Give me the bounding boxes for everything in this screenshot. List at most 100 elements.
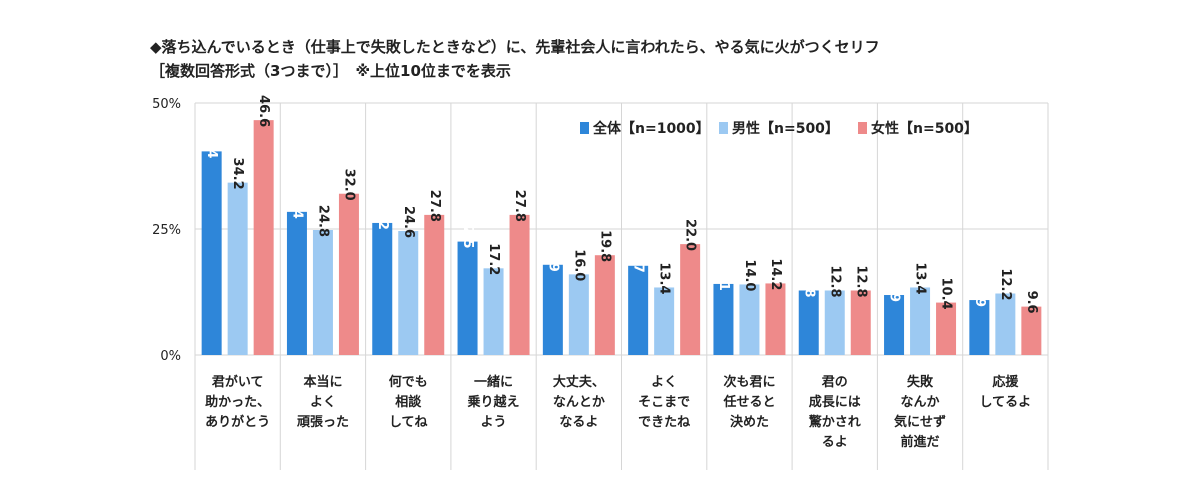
chart-title: ◆落ち込んでいるとき（仕事上で失敗したときなど）に、先輩社会人に言われたら、やる…: [150, 38, 880, 56]
category-label: 相談: [395, 394, 422, 410]
bar: [372, 222, 393, 355]
data-label: 17.7: [631, 241, 646, 273]
bar: [910, 287, 931, 355]
bar: [542, 264, 563, 355]
data-label: 13.4: [913, 262, 928, 294]
category-label: できたね: [638, 415, 690, 430]
category-label: 助かった、: [205, 394, 270, 410]
bar: [969, 300, 990, 355]
legend-swatch: [719, 122, 728, 134]
bar: [765, 283, 786, 355]
y-tick-label: 50%: [152, 97, 181, 112]
bar: [936, 302, 957, 355]
category-label: してるよ: [980, 395, 1032, 410]
category-label: 成長には: [809, 394, 861, 410]
category-label: よう: [481, 415, 507, 430]
category-label: してね: [389, 415, 428, 430]
category-label: 何でも: [389, 374, 428, 390]
data-label: 27.8: [427, 190, 442, 222]
bar: [312, 230, 333, 355]
legend-label: 男性【n=500】: [732, 120, 839, 137]
category-label: 失敗: [907, 374, 934, 390]
category-label: るよ: [822, 435, 848, 450]
bar: [680, 244, 701, 355]
category-label: 君がいて: [212, 374, 264, 390]
bar: [457, 241, 478, 355]
category-label: 本当に: [303, 374, 342, 390]
bar: [654, 287, 675, 355]
bar: [850, 290, 871, 355]
data-label: 32.0: [341, 169, 356, 201]
category-label: 任せると: [722, 394, 775, 410]
bar: [824, 290, 845, 355]
bar: [398, 231, 419, 355]
data-label: 26.2: [375, 198, 390, 230]
legend-swatch: [580, 122, 589, 134]
legend-label: 女性【n=500】: [871, 120, 978, 137]
data-label: 24.8: [315, 205, 330, 237]
bar: [286, 211, 307, 355]
data-label: 10.4: [939, 278, 954, 310]
bar: [995, 293, 1016, 355]
category-label: 頑張った: [296, 415, 349, 430]
bar: [739, 284, 760, 355]
data-label: 12.2: [998, 268, 1013, 300]
category-label: 次も君に: [723, 374, 775, 390]
data-label: 22.0: [683, 219, 698, 251]
data-label: 11.9: [887, 270, 902, 302]
bar: [201, 151, 222, 355]
data-label: 14.2: [768, 258, 783, 290]
bar: [253, 120, 274, 355]
data-label: 9.6: [1024, 291, 1039, 314]
category-label: なるよ: [559, 415, 598, 430]
category-label: なんか: [901, 395, 940, 410]
chart-subtitle: ［複数回答形式（3つまで）］ ※上位10位までを表示: [150, 62, 511, 80]
data-label: 12.8: [827, 265, 842, 297]
bar: [798, 290, 819, 355]
category-label: 決めた: [730, 414, 769, 430]
data-label: 24.6: [401, 206, 416, 238]
bar: [338, 193, 359, 355]
bar: [424, 214, 445, 355]
category-label: 応援: [992, 374, 1019, 390]
data-label: 28.4: [289, 187, 304, 219]
data-label: 19.8: [597, 230, 612, 262]
category-label: ありがとう: [205, 414, 270, 430]
bar: [1021, 306, 1042, 355]
data-label: 22.5: [460, 217, 475, 249]
bar: [628, 265, 649, 355]
category-label: 驚かされ: [808, 414, 861, 430]
data-label: 10.9: [972, 275, 987, 307]
data-label: 27.8: [512, 190, 527, 222]
data-label: 16.0: [571, 249, 586, 281]
legend-swatch: [858, 122, 867, 134]
data-label: 14.1: [716, 259, 731, 291]
category-label: なんとか: [553, 395, 605, 410]
data-label: 13.4: [657, 262, 672, 294]
data-label: 12.8: [801, 265, 816, 297]
category-label: よく: [651, 375, 677, 390]
bar: [713, 283, 734, 355]
data-label: 17.9: [545, 240, 560, 272]
category-label: よく: [310, 395, 336, 410]
category-label: 気にせず: [894, 414, 946, 430]
bar: [227, 182, 248, 355]
category-label: そこまで: [638, 395, 690, 410]
legend-label: 全体【n=1000】: [592, 120, 710, 137]
y-tick-label: 0%: [160, 349, 181, 364]
data-label: 14.0: [742, 259, 757, 291]
bar: [568, 274, 589, 355]
category-label: 大丈夫、: [553, 374, 605, 390]
data-label: 12.8: [853, 265, 868, 297]
bar: [483, 268, 504, 355]
data-label: 46.6: [256, 95, 271, 127]
data-label: 17.2: [486, 243, 501, 275]
category-label: 君の: [822, 375, 848, 390]
data-label: 34.2: [230, 158, 245, 190]
y-tick-label: 25%: [152, 223, 181, 238]
category-label: 一緒に: [474, 374, 513, 390]
bar: [884, 295, 905, 355]
bar: [594, 255, 615, 355]
category-label: 乗り越え: [467, 394, 520, 410]
